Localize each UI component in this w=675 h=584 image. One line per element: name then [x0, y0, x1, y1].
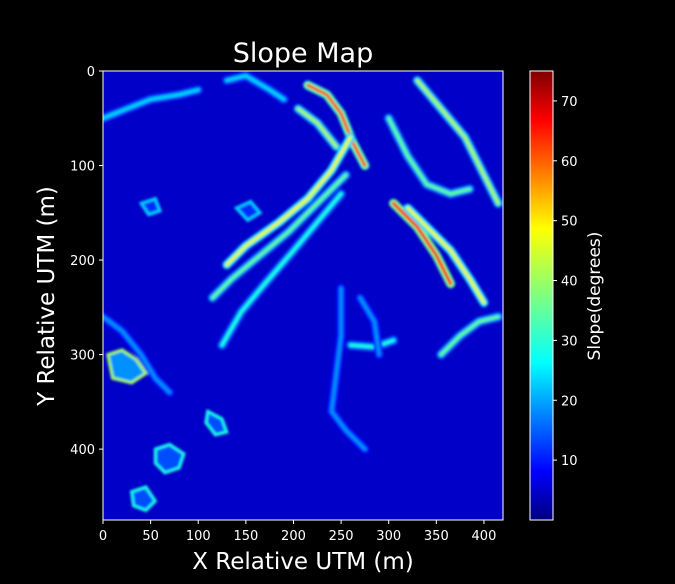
chart-title: Slope Map	[233, 38, 373, 69]
x-tick-label: 250	[329, 529, 354, 544]
slope-ridge	[210, 173, 348, 300]
colorbar-tick-label: 10	[561, 454, 578, 469]
slope-ridge	[103, 315, 172, 395]
x-axis-label: X Relative UTM (m)	[192, 549, 414, 575]
y-tick-label: 100	[70, 160, 95, 175]
x-tick-label: 400	[472, 529, 497, 544]
colorbar-tick-label: 60	[561, 155, 578, 170]
slope-patch	[153, 442, 186, 475]
slope-ridge	[439, 315, 500, 357]
slope-ridge	[358, 296, 381, 357]
slope-patch	[204, 408, 229, 437]
slope-patch	[138, 196, 163, 217]
colorbar-label: Slope(degrees)	[585, 232, 605, 361]
plot-frame	[102, 70, 504, 521]
x-tick-label: 0	[99, 529, 107, 544]
colorbar-tick-label: 40	[561, 275, 578, 290]
y-tick-label: 300	[70, 349, 95, 364]
x-tick-label: 300	[376, 529, 401, 544]
slope-ridge	[225, 73, 286, 102]
colorbar-axis: 10 20 30 40 50 60 70	[553, 95, 578, 469]
x-tick-label: 200	[281, 529, 306, 544]
x-tick-label: 150	[233, 529, 258, 544]
x-tick-label: 350	[424, 529, 449, 544]
x-tick-label: 50	[142, 529, 159, 544]
heatmap-features	[103, 71, 503, 513]
x-axis: 0 50 100 150 200 250 300 350 400	[99, 520, 497, 544]
colorbar-tick-label: 70	[561, 95, 578, 110]
slope-ridge	[406, 206, 486, 305]
slope-patch	[233, 199, 263, 223]
slope-patch	[129, 485, 158, 513]
slope-ridge	[103, 88, 200, 121]
slope-ridge	[220, 192, 343, 347]
slope-ridge	[329, 286, 367, 451]
x-tick-label: 100	[186, 529, 211, 544]
slope-ridge	[391, 201, 453, 286]
slope-ridge	[296, 107, 339, 149]
y-tick-label: 0	[87, 65, 95, 80]
slope-ridge	[415, 78, 500, 206]
colorbar-tick-label: 20	[561, 394, 578, 409]
colorbar-tick-label: 30	[561, 334, 578, 349]
y-tick-label: 400	[70, 443, 95, 458]
y-axis: 0 100 200 300 400	[70, 65, 103, 458]
colorbar	[529, 70, 554, 521]
slope-patch	[106, 348, 148, 385]
slope-ridge	[306, 83, 367, 168]
y-axis-label: Y Relative UTM (m)	[34, 186, 60, 407]
slope-ridge	[386, 116, 472, 196]
y-tick-label: 200	[70, 254, 95, 269]
slope-ridge	[225, 135, 353, 267]
colorbar-tick-label: 50	[561, 215, 578, 230]
